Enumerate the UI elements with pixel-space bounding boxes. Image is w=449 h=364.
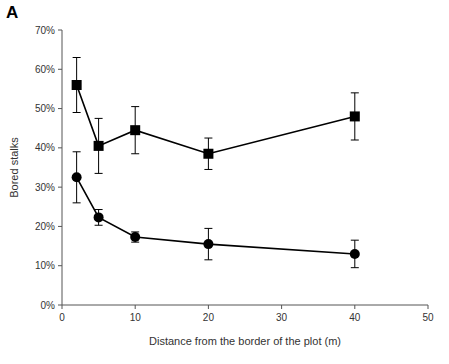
marker <box>94 141 104 151</box>
series-line <box>77 85 355 154</box>
y-tick-label: 10% <box>35 260 55 271</box>
x-axis <box>62 305 428 306</box>
error-bar <box>351 240 359 267</box>
y-tick <box>58 265 62 266</box>
series-line <box>77 177 355 254</box>
y-tick-label: 20% <box>35 221 55 232</box>
y-tick <box>58 30 62 31</box>
error-bar <box>73 152 81 203</box>
x-tick-label: 50 <box>422 312 434 323</box>
y-tick-label: 40% <box>35 142 55 153</box>
error-bar <box>204 228 212 259</box>
x-tick <box>62 305 63 309</box>
y-tick <box>58 69 62 70</box>
x-tick-label: 10 <box>130 312 142 323</box>
y-tick <box>58 147 62 148</box>
marker <box>350 249 360 259</box>
background <box>0 0 449 364</box>
y-tick <box>58 226 62 227</box>
x-tick <box>428 305 429 309</box>
marker <box>130 125 140 135</box>
marker <box>203 149 213 159</box>
error-bar <box>73 58 81 113</box>
x-tick-label: 20 <box>203 312 215 323</box>
y-tick <box>58 108 62 109</box>
y-tick-label: 30% <box>35 182 55 193</box>
y-tick-label: 60% <box>35 64 55 75</box>
x-tick <box>208 305 209 309</box>
plot-data <box>72 58 360 268</box>
marker <box>72 172 82 182</box>
error-bar <box>95 118 103 173</box>
y-tick-label: 70% <box>35 25 55 36</box>
error-bar <box>131 107 139 154</box>
marker <box>350 111 360 121</box>
x-tick-label: 0 <box>59 312 65 323</box>
x-tick-label: 30 <box>276 312 288 323</box>
y-axis <box>62 30 63 305</box>
title: A <box>6 3 18 22</box>
error-bar <box>131 232 139 242</box>
y-tick-label: 0% <box>41 300 56 311</box>
error-bar <box>351 93 359 140</box>
x-tick <box>135 305 136 309</box>
x-tick-label: 40 <box>349 312 361 323</box>
marker <box>203 239 213 249</box>
x-tick <box>281 305 282 309</box>
x-tick <box>354 305 355 309</box>
y-tick <box>58 187 62 188</box>
marker <box>94 212 104 222</box>
y-axis-label: Bored stalks <box>8 137 20 198</box>
chart: A 0% 10% 20% 30% 40% 50% 60% 70% 0 10 20 30 40 50 Bored… <box>0 0 449 364</box>
marker <box>72 80 82 90</box>
error-bar <box>204 138 212 169</box>
marker <box>130 232 140 242</box>
y-tick <box>58 305 62 306</box>
x-axis-label: Distance from the border of the plot (m) <box>149 335 341 347</box>
error-bar <box>95 210 103 226</box>
y-tick-label: 50% <box>35 103 55 114</box>
